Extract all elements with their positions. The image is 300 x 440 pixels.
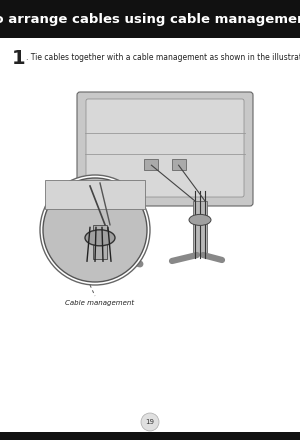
Circle shape <box>40 175 150 285</box>
Text: To arrange cables using cable management: To arrange cables using cable management <box>0 12 300 26</box>
Ellipse shape <box>189 214 211 225</box>
Text: Cable management: Cable management <box>65 300 134 306</box>
Ellipse shape <box>102 214 128 228</box>
Bar <box>108 201 122 258</box>
Bar <box>93 225 107 259</box>
Text: 19: 19 <box>146 419 154 425</box>
Text: 1: 1 <box>12 48 26 67</box>
Bar <box>0 0 300 38</box>
Bar <box>0 432 300 440</box>
Ellipse shape <box>85 230 115 246</box>
Text: . Tie cables together with a cable management as shown in the illustration.: . Tie cables together with a cable manag… <box>26 54 300 62</box>
Circle shape <box>43 178 147 282</box>
Circle shape <box>141 413 159 431</box>
FancyBboxPatch shape <box>77 92 253 206</box>
Bar <box>45 180 145 209</box>
FancyBboxPatch shape <box>86 99 244 197</box>
Bar <box>144 159 158 170</box>
Bar <box>172 159 186 170</box>
Bar <box>193 201 207 255</box>
